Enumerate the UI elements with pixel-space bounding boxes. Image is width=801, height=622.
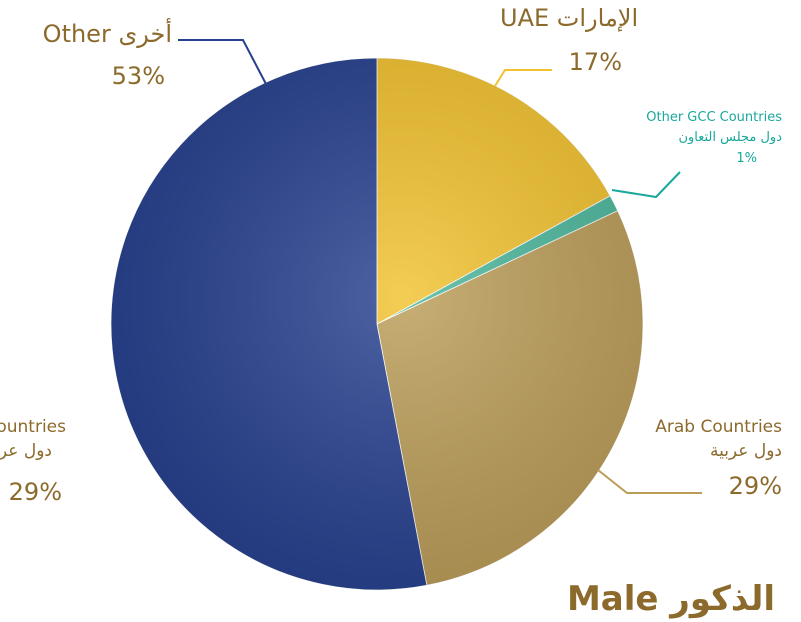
value-label: 1% <box>736 151 757 166</box>
category-subtitle: دول مجلس التعاون <box>678 130 782 145</box>
leader-line <box>178 39 267 85</box>
value-label: 53% <box>112 62 165 90</box>
partial-value: 29% <box>9 478 62 506</box>
category-label: الإمارات UAE <box>500 4 638 32</box>
partial-subtitle: دول عربية <box>0 441 52 461</box>
category-label: Arab Countries <box>655 417 782 437</box>
pie <box>110 57 644 591</box>
leader-line <box>494 69 552 87</box>
leader-line <box>597 469 702 494</box>
category-subtitle: دول عربية <box>710 441 782 461</box>
chart-title: الذكور Male <box>567 579 775 619</box>
value-label: 29% <box>729 472 782 500</box>
category-label: أخرى Other <box>43 18 172 48</box>
leader-line <box>611 171 681 199</box>
value-label: 17% <box>569 48 622 76</box>
partial-label: Arab Countries <box>0 417 66 437</box>
category-label: Other GCC Countries <box>646 110 782 125</box>
